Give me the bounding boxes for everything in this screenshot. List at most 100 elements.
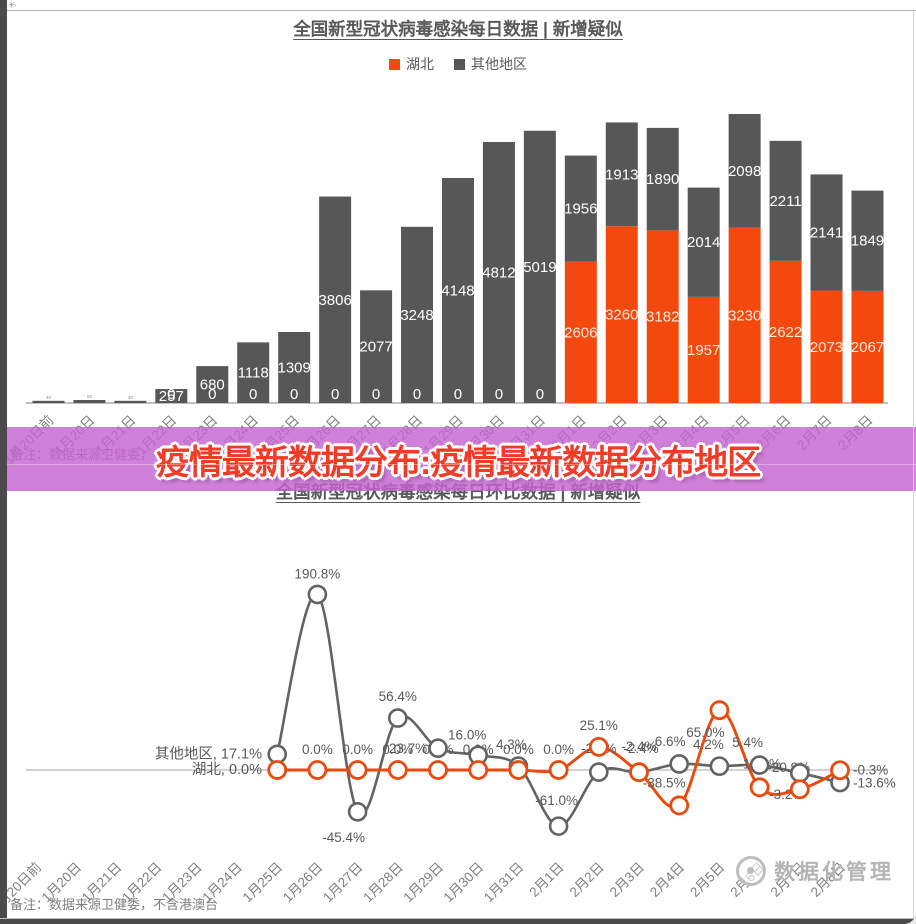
- series-edge-label-hubei: 湖北, 0.0%: [192, 761, 262, 778]
- data-point-marker-other: [749, 755, 770, 775]
- bar-value-label: 2606: [564, 324, 597, 341]
- x-tick-label: 1月26日: [280, 860, 326, 906]
- bar-segment-other: [401, 226, 434, 403]
- point-label-other: -13.6%: [853, 776, 896, 791]
- window-right-edge: [913, 10, 914, 918]
- bar-segment-other: [687, 187, 720, 297]
- point-label-hubei: -38.5%: [643, 775, 686, 790]
- data-point-marker-hubei: [548, 760, 569, 780]
- window-top-edge: [7, 10, 916, 11]
- window-left-edge: [0, 0, 7, 924]
- bar-zero-label: 0: [536, 386, 544, 403]
- bar-segment-other: [523, 130, 556, 404]
- x-tick-label: 2月5日: [687, 860, 727, 900]
- data-point-marker-hubei: [629, 762, 649, 783]
- bar-value-label: 2098: [728, 163, 761, 180]
- bar-tiny-label: 55: [87, 394, 93, 399]
- logo-circle-icon: [736, 856, 766, 886]
- data-point-marker-other: [347, 801, 368, 822]
- data-point-marker-hubei: [669, 795, 690, 816]
- bar-value-label: 1913: [605, 166, 638, 183]
- bar-value-label: 1849: [851, 233, 884, 250]
- point-label-other: 190.8%: [295, 566, 341, 581]
- bar-segment-hubei: [851, 290, 884, 403]
- point-label-other: -61.0%: [535, 793, 578, 808]
- bar-value-label: 3260: [605, 307, 638, 324]
- point-label-other: -45.4%: [322, 830, 365, 845]
- point-label-hubei: 0.0%: [543, 742, 574, 757]
- bar-value-label: 2141: [810, 224, 843, 241]
- x-tick-label: 1月30日: [441, 860, 487, 906]
- bar-value-label: 2211: [769, 193, 801, 210]
- point-label-other: -2.4%: [621, 739, 656, 754]
- point-label-hubei: -2.4%: [623, 741, 658, 756]
- bar-value-label: 1957: [687, 342, 720, 359]
- bar-segment-other: [32, 400, 65, 403]
- bar-segment-other: [810, 174, 843, 291]
- bar-zero-label: 0: [167, 386, 175, 403]
- bar-zero-label: 0: [249, 386, 257, 403]
- x-tick-label: 2月4日: [647, 860, 687, 900]
- bar-value-label: 3806: [318, 292, 351, 309]
- bar-segment-other: [564, 155, 597, 262]
- bar-value-label: 1118: [238, 365, 269, 382]
- data-point-marker-other: [789, 763, 810, 783]
- bar-chart-title: 全国新型冠状病毒感染每日数据 | 新增疑似: [293, 19, 623, 39]
- bar-zero-label: 0: [208, 386, 216, 403]
- point-label-other: 23.7%: [389, 741, 427, 756]
- bar-value-label: 1309: [277, 359, 310, 376]
- x-tick-label: 1月27日: [320, 860, 366, 906]
- bar-segment-other: [155, 389, 188, 403]
- data-point-marker-other: [428, 738, 448, 758]
- data-point-marker-hubei: [428, 760, 448, 780]
- data-point-marker-hubei: [830, 760, 850, 781]
- bar-tiny-label: 40: [128, 395, 134, 400]
- point-label-other: 56.4%: [379, 689, 417, 704]
- bar-value-label: 4812: [482, 264, 515, 281]
- data-point-marker-hubei: [749, 777, 770, 798]
- x-tick-label: 2月1日: [526, 860, 566, 900]
- bar-zero-label: 0: [454, 386, 462, 403]
- data-point-marker-hubei: [588, 737, 609, 757]
- point-label-hubei: 0.0%: [302, 742, 333, 757]
- bar-segment-hubei: [687, 296, 720, 403]
- point-label-other: 6.6%: [655, 734, 686, 749]
- point-label-other: 5.4%: [732, 735, 763, 750]
- bar-segment-other: [728, 114, 761, 228]
- bar-segment-hubei: [769, 260, 802, 403]
- bar-zero-label: 0: [290, 386, 298, 403]
- bar-value-label: 4148: [441, 283, 474, 300]
- legend-swatch-hubei: [389, 58, 400, 70]
- bar-value-label: 1956: [564, 201, 597, 218]
- bar-zero-label: 0: [495, 386, 503, 403]
- line-chart-note: 备注：数据来源卫健委，不含港澳台: [10, 897, 219, 912]
- hubei-line: [277, 708, 841, 809]
- window-ornament-icon: ✳ ·: [8, 0, 17, 10]
- data-point-marker-other: [307, 584, 328, 605]
- point-label-hubei: 0.0%: [342, 742, 373, 757]
- bar-segment-other: [851, 190, 884, 291]
- data-point-marker-hubei: [789, 779, 810, 800]
- data-point-marker-other: [548, 816, 569, 836]
- legend-label-hubei: 湖北: [406, 56, 434, 72]
- point-label-hubei: 25.1%: [580, 718, 618, 733]
- point-label-hubei: -0.3%: [853, 762, 888, 777]
- bar-segment-other: [278, 331, 311, 403]
- bar-value-label: 2077: [359, 339, 392, 356]
- bar-segment-other: [646, 127, 679, 231]
- bar-value-label: 2014: [687, 234, 720, 251]
- data-point-marker-hubei: [387, 760, 408, 780]
- x-tick-label: 2月3日: [607, 860, 647, 900]
- data-point-marker-hubei: [468, 760, 489, 780]
- bar-tiny-label: 40: [46, 395, 52, 400]
- data-point-marker-hubei: [709, 700, 730, 721]
- bar-value-label: 257: [159, 388, 184, 405]
- data-point-marker-hubei: [267, 760, 288, 780]
- point-label-hubei: 65.0%: [686, 725, 724, 740]
- bar-segment-other: [769, 140, 802, 261]
- window-bottom-edge: [0, 918, 916, 924]
- bar-zero-label: 0: [413, 386, 421, 403]
- bar-value-label: 2067: [851, 339, 884, 356]
- x-tick-label: 1月28日: [360, 860, 406, 906]
- point-label-hubei: 0.0%: [382, 742, 413, 757]
